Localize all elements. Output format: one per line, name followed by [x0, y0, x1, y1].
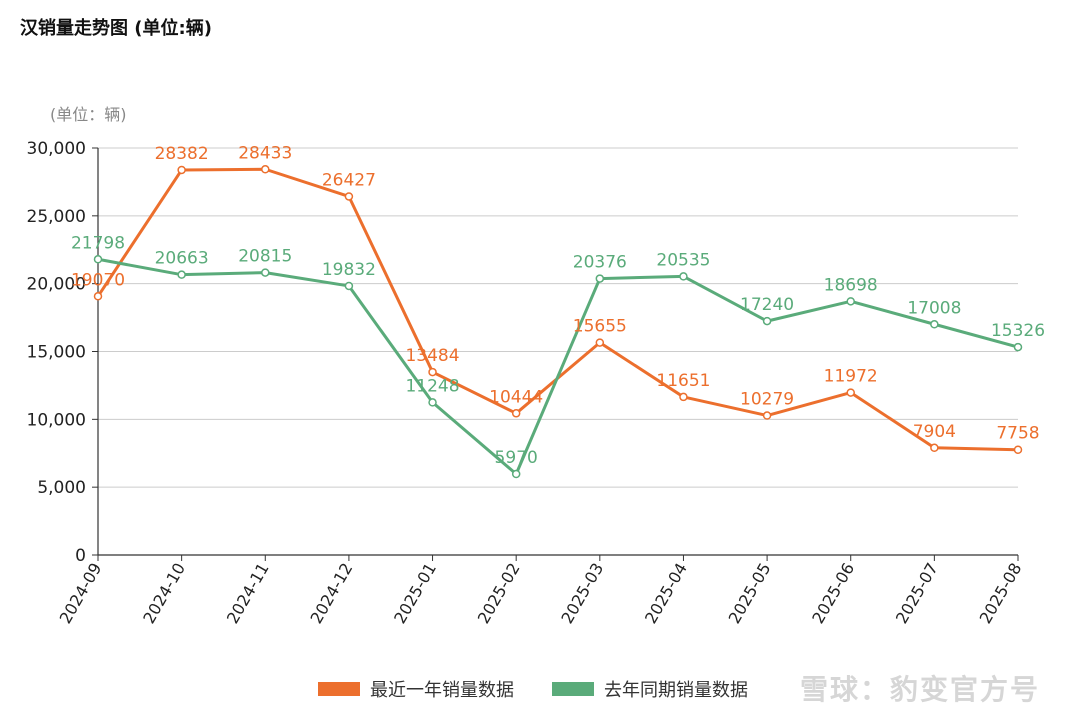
data-label: 7758: [996, 424, 1039, 444]
x-tick-label: 2025-02: [474, 560, 524, 627]
x-tick-label: 2025-08: [976, 560, 1026, 627]
data-point[interactable]: [93, 292, 103, 301]
series-line: [97, 257, 1019, 476]
data-point[interactable]: [595, 338, 605, 347]
legend-swatch-recent: [318, 682, 360, 696]
data-point[interactable]: [846, 388, 855, 397]
data-point[interactable]: [679, 272, 688, 281]
data-label: 28382: [155, 144, 209, 164]
x-tick-label: 2024-12: [306, 560, 356, 627]
data-point[interactable]: [428, 398, 437, 407]
data-point[interactable]: [930, 320, 939, 329]
data-point[interactable]: [762, 411, 772, 420]
data-label: 17240: [740, 295, 794, 315]
y-tick-label: 5,000: [37, 478, 86, 498]
y-tick-label: 30,000: [27, 139, 86, 159]
y-tick-label: 10,000: [27, 410, 86, 430]
legend-swatch-last-year: [552, 682, 594, 696]
series-layer: [93, 165, 1023, 479]
data-label: 10279: [740, 390, 794, 410]
legend-item-last-year[interactable]: 去年同期销量数据: [552, 676, 748, 702]
data-label: 19832: [322, 260, 376, 280]
x-axis: 2024-09 2024-10 2024-11 2024-12 2025-01 2025-…: [56, 554, 1026, 627]
legend-item-recent[interactable]: 最近一年销量数据: [318, 676, 514, 702]
data-label: 20663: [155, 249, 209, 269]
x-tick-label: 2025-04: [641, 560, 691, 627]
data-point[interactable]: [261, 165, 270, 174]
data-point[interactable]: [511, 409, 521, 418]
data-point[interactable]: [93, 255, 103, 264]
data-label: 10444: [489, 387, 543, 407]
x-tick-label: 2024-09: [56, 560, 106, 627]
data-label: 5970: [495, 448, 538, 468]
data-point[interactable]: [1013, 445, 1023, 454]
data-point[interactable]: [679, 392, 688, 402]
data-label: 11651: [656, 371, 710, 391]
x-tick-label: 2024-11: [223, 560, 273, 627]
data-label: 20815: [238, 247, 292, 267]
legend-label-last-year: 去年同期销量数据: [604, 680, 748, 701]
y-tick-label: 0: [75, 546, 86, 566]
data-point[interactable]: [846, 297, 855, 306]
data-point[interactable]: [344, 281, 354, 291]
chart-title: 汉销量走势图 (单位:辆): [20, 18, 212, 39]
y-tick-label: 20,000: [27, 275, 86, 295]
grid-lines: [98, 147, 1018, 488]
data-point[interactable]: [344, 192, 354, 201]
data-point[interactable]: [177, 165, 186, 175]
data-labels: 19070 28382 28433 26427 13484 10444 15655 11651…: [71, 143, 1045, 468]
data-label: 18698: [824, 275, 878, 295]
watermark: 雪球：豹变官方号: [799, 673, 1040, 706]
data-point[interactable]: [261, 268, 270, 277]
data-point[interactable]: [511, 469, 521, 479]
data-point[interactable]: [1013, 342, 1023, 352]
data-label: 20535: [656, 250, 710, 270]
legend: 最近一年销量数据 去年同期销量数据: [318, 676, 748, 702]
data-label: 20376: [573, 253, 627, 273]
data-label: 7904: [913, 422, 956, 442]
data-label: 26427: [322, 170, 376, 190]
y-axis-unit-label: (单位：辆): [50, 105, 127, 124]
data-label: 13484: [405, 346, 459, 366]
y-tick-label: 25,000: [27, 207, 86, 227]
data-label: 11972: [824, 367, 878, 387]
data-label: 15655: [573, 317, 627, 337]
x-tick-label: 2025-07: [892, 560, 942, 627]
data-point[interactable]: [428, 367, 437, 377]
x-tick-label: 2025-05: [725, 560, 775, 627]
data-label: 19070: [71, 270, 125, 290]
data-label: 11248: [405, 376, 459, 396]
x-tick-label: 2025-06: [808, 560, 858, 627]
data-label: 21798: [71, 233, 125, 253]
data-label: 17008: [907, 298, 961, 318]
x-tick-label: 2025-03: [557, 560, 607, 627]
data-label: 28433: [238, 143, 292, 163]
data-point[interactable]: [762, 316, 772, 326]
x-tick-label: 2024-10: [139, 560, 189, 627]
y-tick-label: 15,000: [27, 343, 86, 363]
legend-label-recent: 最近一年销量数据: [370, 680, 514, 701]
data-point[interactable]: [595, 274, 605, 283]
data-point[interactable]: [177, 270, 186, 279]
data-point[interactable]: [930, 443, 939, 453]
x-tick-label: 2025-01: [390, 560, 440, 627]
y-axis: 0 5,000 10,000 15,000 20,000 25,000 30,000: [27, 139, 99, 566]
data-label: 15326: [991, 321, 1045, 341]
